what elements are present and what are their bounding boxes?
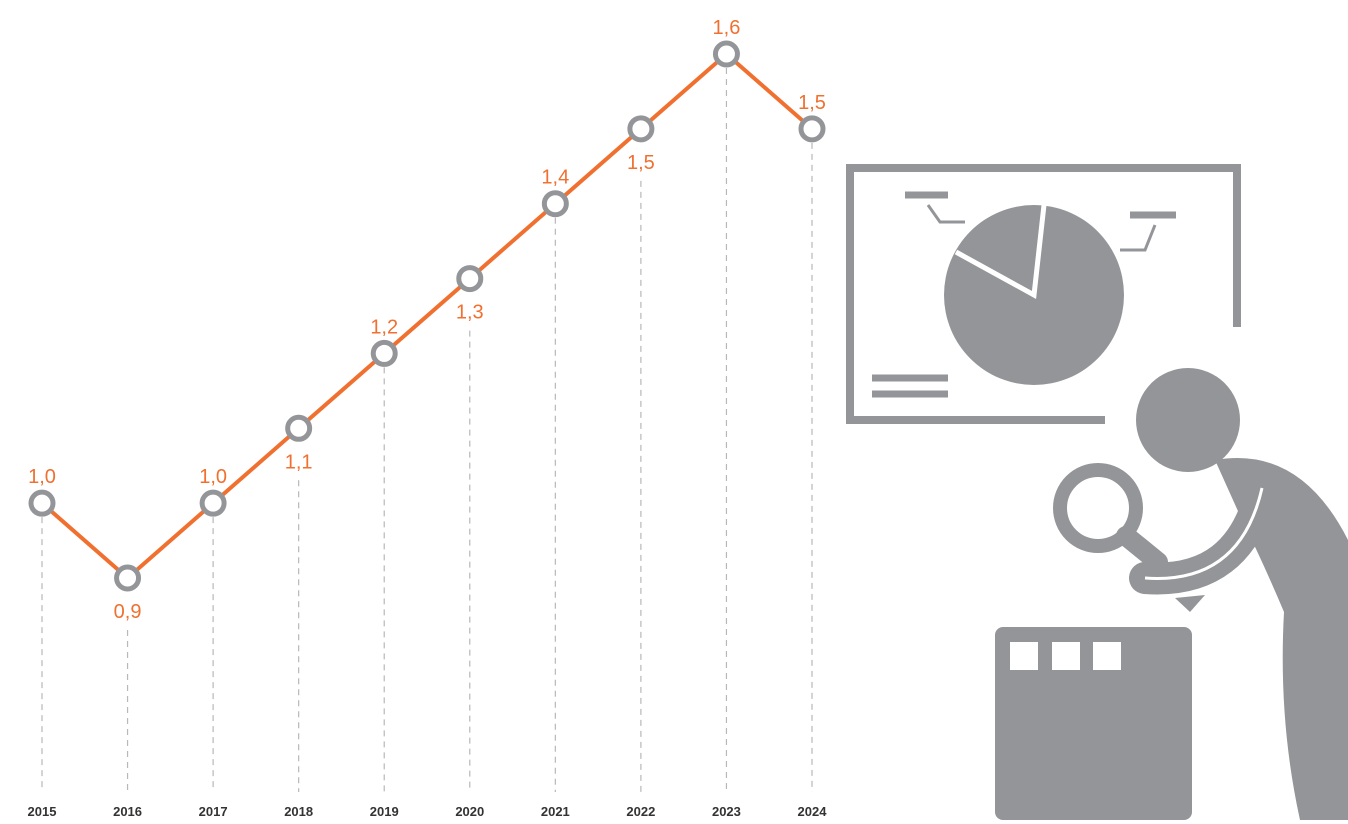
x-tick-label: 2021 bbox=[541, 804, 570, 819]
x-tick-label: 2016 bbox=[113, 804, 142, 819]
person-hand bbox=[1175, 595, 1205, 612]
marker bbox=[370, 339, 398, 367]
value-label: 1,5 bbox=[627, 152, 655, 174]
person-arm-outline bbox=[1144, 487, 1264, 580]
box bbox=[995, 627, 1192, 820]
person-head bbox=[1136, 368, 1240, 472]
board-connector bbox=[926, 204, 965, 224]
value-label: 1,4 bbox=[541, 167, 569, 189]
marker bbox=[28, 489, 56, 517]
marker bbox=[285, 414, 313, 442]
marker bbox=[712, 40, 740, 68]
value-label: 0,9 bbox=[114, 601, 142, 623]
x-tick-label: 2020 bbox=[455, 804, 484, 819]
x-tick-label: 2015 bbox=[28, 804, 57, 819]
x-tick-label: 2017 bbox=[199, 804, 228, 819]
marker bbox=[541, 190, 569, 218]
pie-divider bbox=[954, 204, 1047, 299]
board-connector bbox=[1120, 224, 1157, 252]
value-label: 1,0 bbox=[28, 466, 56, 488]
person-body bbox=[1215, 457, 1348, 820]
value-label: 1,3 bbox=[456, 302, 484, 324]
value-label: 1,6 bbox=[713, 17, 741, 39]
box-window bbox=[1093, 642, 1121, 670]
marker bbox=[199, 489, 227, 517]
magnifier-handle bbox=[1116, 526, 1168, 572]
box-window bbox=[1052, 642, 1080, 670]
line bbox=[40, 52, 814, 580]
magnifier-lens bbox=[1053, 463, 1143, 553]
value-label: 1,0 bbox=[199, 466, 227, 488]
illustration bbox=[846, 164, 1348, 820]
marker bbox=[798, 115, 826, 143]
x-tick-label: 2018 bbox=[284, 804, 313, 819]
board bbox=[846, 164, 1241, 424]
box-window bbox=[1010, 642, 1038, 670]
x-tick-label: 2023 bbox=[712, 804, 741, 819]
x-tick-label: 2024 bbox=[798, 804, 828, 819]
value-label: 1,2 bbox=[370, 316, 398, 338]
value-label: 1,5 bbox=[798, 92, 826, 114]
value-label: 1,1 bbox=[285, 451, 313, 473]
marker bbox=[627, 115, 655, 143]
marker bbox=[456, 265, 484, 293]
marker bbox=[114, 564, 142, 592]
x-tick-label: 2019 bbox=[370, 804, 399, 819]
x-tick-label: 2022 bbox=[626, 804, 655, 819]
